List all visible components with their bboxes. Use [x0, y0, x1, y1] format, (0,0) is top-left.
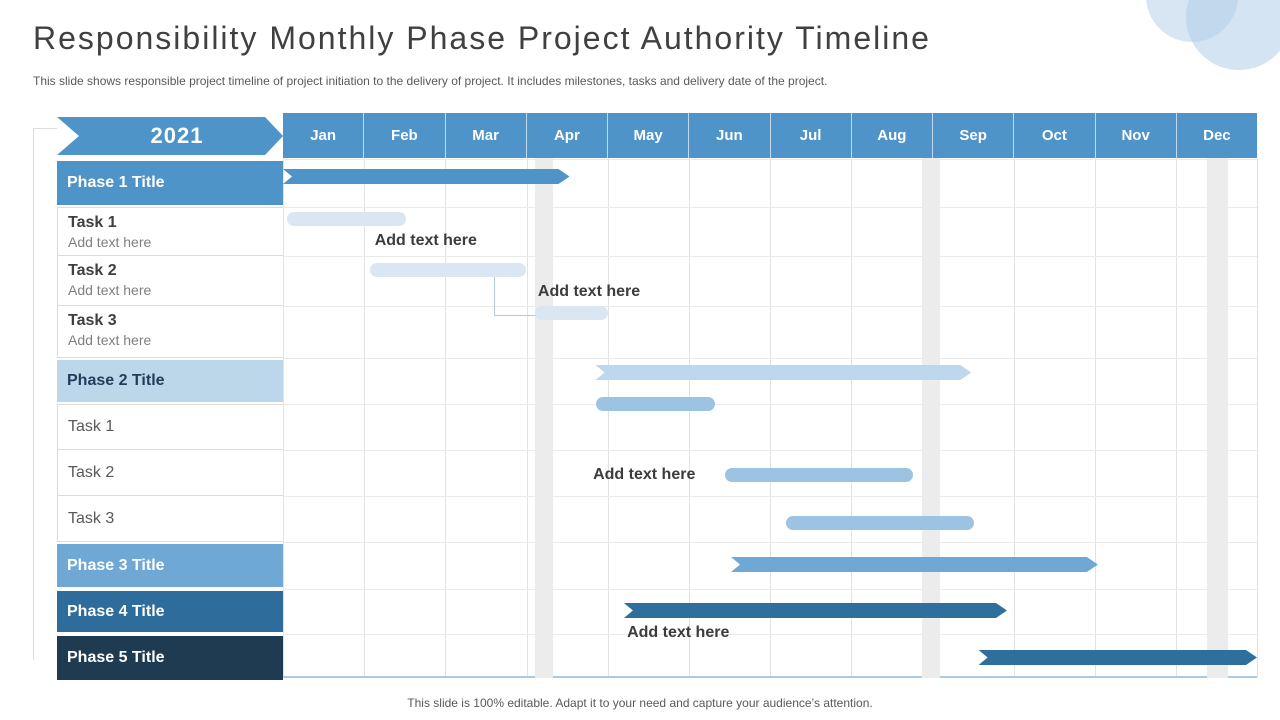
grid-row-line [283, 159, 1257, 160]
phase-5-label: Phase 5 Title [57, 636, 283, 680]
grid-month-line [1175, 158, 1177, 678]
grid-row-line [283, 256, 1257, 257]
phase2-task-1-label: Task 1 [57, 404, 283, 450]
phase1-task-1-bar [287, 212, 407, 226]
grid-row-line [283, 589, 1257, 590]
task-sublabel: Add text here [68, 282, 152, 298]
grid-row-line [283, 450, 1257, 451]
phase-1-label-text: Phase 1 Title [67, 174, 165, 191]
grid-row-line [283, 358, 1257, 359]
phase2-task-1-bar [595, 397, 715, 411]
row-label-column: Phase 1 Title Task 1 Add text here Task … [57, 113, 283, 680]
grid-row-line [283, 207, 1257, 208]
phase-3-label: Phase 3 Title [57, 544, 283, 587]
task-label: Task 3 [68, 312, 117, 329]
gantt-grid: Add text here Add text here Add text here A… [33, 113, 1258, 682]
month-header-jun: Jun [689, 113, 771, 158]
page-title: Responsibility Monthly Phase Project Aut… [33, 20, 931, 56]
decorative-circle-large [1186, 0, 1280, 70]
phase-4-label-text: Phase 4 Title [67, 602, 165, 620]
footer-note: This slide is 100% editable. Adapt it to… [407, 696, 873, 710]
phase2-task-2-bar [725, 468, 913, 482]
task-label: Task 2 [68, 463, 115, 481]
phase-1-label: Phase 1 Title [57, 161, 283, 205]
grid-month-line [770, 158, 771, 678]
month-header-aug: Aug [852, 113, 933, 158]
task-label: Task 2 [68, 262, 117, 279]
month-header-may: May [608, 113, 690, 158]
connector-line [494, 315, 536, 316]
month-header-sep: Sep [933, 113, 1015, 158]
phase-2-bar [596, 365, 972, 380]
grid-month-line [688, 158, 690, 678]
phase1-task-3-bar [534, 306, 608, 320]
month-header-apr: Apr [527, 113, 608, 158]
phase-4-label: Phase 4 Title [57, 591, 283, 632]
month-header-feb: Feb [364, 113, 446, 158]
grid-row-line [283, 496, 1257, 497]
milestone-column [921, 158, 941, 678]
phase2-task-3-label: Task 3 [57, 496, 283, 542]
phase-4-bar [624, 603, 1007, 618]
grid-month-line [283, 158, 284, 678]
phase1-task-1-label: Task 1 Add text here [57, 207, 283, 256]
grid-bottom-rule [283, 676, 1257, 678]
grid-row-line [283, 634, 1257, 635]
decorative-bracket-horizontal [33, 128, 57, 129]
month-header-nov: Nov [1096, 113, 1177, 158]
task-label: Task 3 [68, 509, 115, 527]
grid-month-line [607, 158, 609, 678]
milestone-column [1206, 158, 1228, 678]
grid-month-line [364, 158, 366, 678]
grid-month-line [1257, 158, 1258, 678]
grid-month-line [851, 158, 853, 678]
year-label: 2021 [150, 123, 204, 148]
year-banner: 2021 [57, 117, 283, 155]
slide-subtitle: This slide shows responsible project tim… [33, 74, 828, 88]
phase-3-label-text: Phase 3 Title [67, 556, 165, 574]
task-label: Task 1 [68, 418, 115, 435]
month-header-jan: Jan [283, 113, 365, 158]
phase2-task-2-label: Task 2 [57, 450, 283, 496]
grid-row-line [283, 404, 1257, 405]
annotation-label: Add text here [537, 283, 641, 300]
month-header-oct: Oct [1014, 113, 1096, 158]
grid-month-line [1094, 158, 1096, 678]
phase-2-label-text: Phase 2 Title [67, 372, 165, 389]
grid-row-line [283, 306, 1257, 307]
phase2-task-3-bar [786, 516, 975, 530]
phase-3-bar [731, 557, 1098, 572]
phase1-task-2-bar [369, 263, 527, 277]
annotation-label: Add text here [593, 466, 696, 483]
annotation-label: Add text here [627, 624, 730, 641]
gantt-chart: 2021 Jan Feb Mar Apr May Jun Jul Aug Sep… [33, 113, 1258, 682]
phase-1-bar [283, 169, 570, 184]
decorative-bracket-vertical [33, 128, 34, 660]
task-sublabel: Add text here [68, 234, 152, 250]
month-header-dec: Dec [1203, 127, 1231, 144]
month-header-row: Jan Feb Mar Apr May Jun Jul Aug Sep Oct … [283, 113, 1257, 158]
grid-row-line [283, 542, 1257, 543]
task-label: Task 1 [68, 214, 117, 231]
phase1-task-2-label: Task 2 Add text here [57, 256, 283, 306]
task-sublabel: Add text here [68, 332, 152, 348]
phase-2-label: Phase 2 Title [57, 360, 283, 402]
annotation-label: Add text here [374, 232, 477, 249]
phase-5-bar [979, 650, 1257, 665]
phase-5-label-text: Phase 5 Title [67, 649, 165, 666]
milestone-column [534, 158, 554, 678]
month-header-mar: Mar [446, 113, 527, 158]
phase1-task-3-label: Task 3 Add text here [57, 306, 283, 358]
grid-month-line [526, 158, 528, 678]
grid-month-line [1013, 158, 1015, 678]
grid-month-line [445, 158, 447, 678]
connector-line [494, 277, 495, 316]
month-header-jul: Jul [771, 113, 852, 158]
